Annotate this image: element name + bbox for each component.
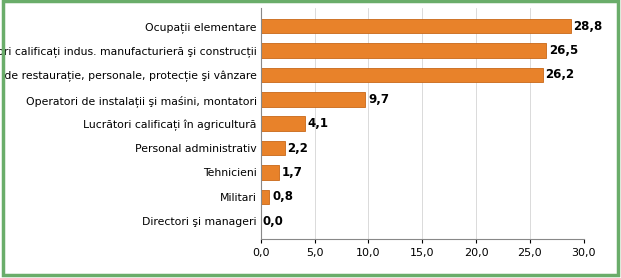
Text: 9,7: 9,7 — [368, 93, 389, 106]
Text: 28,8: 28,8 — [574, 20, 603, 33]
Bar — [261, 68, 543, 82]
Bar — [261, 165, 279, 180]
Text: 26,5: 26,5 — [549, 44, 578, 57]
Bar — [261, 92, 365, 107]
Bar — [261, 19, 571, 33]
Text: 0,0: 0,0 — [263, 215, 283, 228]
Bar — [261, 43, 546, 58]
Text: 0,8: 0,8 — [272, 190, 293, 203]
Text: 1,7: 1,7 — [282, 166, 302, 179]
Text: 26,2: 26,2 — [545, 68, 574, 81]
Text: 4,1: 4,1 — [307, 117, 329, 130]
Bar — [261, 116, 305, 131]
Bar — [261, 141, 284, 155]
Text: 2,2: 2,2 — [287, 142, 308, 155]
Bar — [261, 190, 270, 204]
